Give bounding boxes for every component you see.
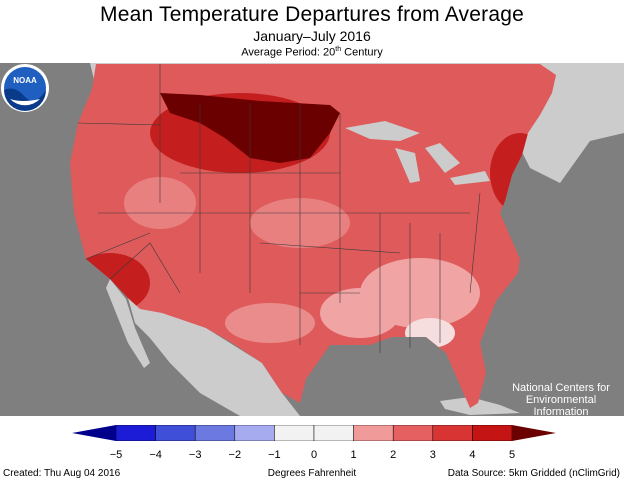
noaa-logo: NOAA: [1, 64, 49, 112]
cuba-land: [440, 397, 520, 415]
colorbar: [72, 425, 556, 441]
map-subtitle: January–July 2016: [253, 28, 371, 44]
colorbar-tick-label: 3: [429, 449, 436, 461]
colorbar-tick-label: 4: [469, 449, 476, 461]
svg-text:NOAA: NOAA: [13, 76, 37, 85]
created-date: Created: Thu Aug 04 2016: [3, 468, 121, 479]
colorbar-under-arrow: [72, 425, 116, 441]
colorbar-bin: [274, 425, 315, 441]
temperature-map: NOAA National Centers for Environmental …: [0, 63, 624, 416]
colorbar-bin: [392, 425, 434, 441]
colorbar-bin: [313, 425, 354, 441]
colorbar-tick-label: 1: [350, 449, 357, 461]
mexico-land: [128, 298, 300, 416]
great-lakes: [345, 121, 490, 185]
colorbar-tick-label: −1: [268, 449, 281, 461]
colorbar-tick-label: 2: [390, 449, 397, 461]
colorbar-bin: [234, 425, 275, 441]
colorbar-bin: [194, 425, 236, 441]
average-period: Average Period: 20th Century: [241, 46, 383, 59]
colorbar-bin: [115, 425, 156, 441]
colorbar-tick-label: −3: [188, 449, 202, 461]
colorbar-tick-label: −2: [228, 449, 242, 461]
colorbar-over-arrow: [512, 425, 556, 441]
colorbar-tick-label: 5: [508, 449, 516, 461]
colorbar-bin: [472, 425, 513, 441]
units-label: Degrees Fahrenheit: [267, 468, 357, 479]
state-boundaries: [77, 64, 481, 353]
colorbar-bin: [155, 425, 196, 441]
colorbar-tick-label: 0: [310, 449, 318, 461]
map-title: Mean Temperature Departures from Average: [100, 3, 524, 26]
data-source: Data Source: 5km Gridded (nClimGrid): [447, 468, 620, 479]
baja-land: [106, 279, 150, 368]
colorbar-tick-label: −5: [109, 449, 123, 461]
map-svg: [0, 63, 624, 416]
colorbar-tick-label: −4: [149, 449, 162, 461]
colorbar-bin: [432, 425, 473, 441]
agency-name: National Centers for Environmental Infor…: [512, 382, 610, 416]
colorbar-bin: [353, 425, 394, 441]
